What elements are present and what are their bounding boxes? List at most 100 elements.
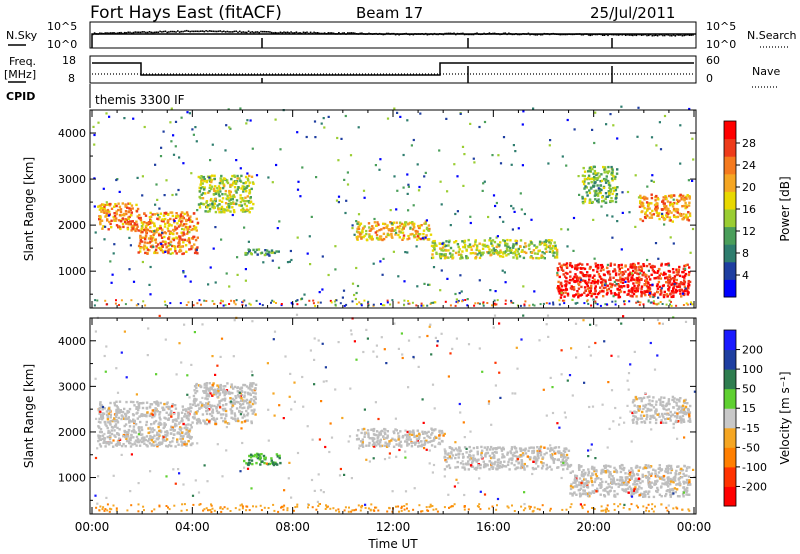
power-cell <box>504 299 507 302</box>
velocity-cell <box>214 388 217 391</box>
power-cell <box>581 195 584 199</box>
power-cell <box>591 200 594 204</box>
power-cell <box>170 211 174 214</box>
power-cell <box>373 221 377 224</box>
power-cell <box>666 215 669 219</box>
velocity-cell <box>361 440 364 444</box>
velocity-cell <box>152 422 156 425</box>
velocity-cell <box>546 447 550 450</box>
noise-sample <box>162 30 165 33</box>
power-cell <box>478 125 481 129</box>
velocity-cell <box>109 435 112 439</box>
power-cell <box>648 216 651 219</box>
power-cell <box>548 144 551 147</box>
noise-sample <box>343 32 345 34</box>
velocity-cell <box>430 439 433 443</box>
power-cell <box>377 223 380 226</box>
power-cell <box>438 149 441 152</box>
power-cell <box>592 269 595 272</box>
power-cell <box>151 213 154 216</box>
power-cell <box>686 194 689 197</box>
power-cell <box>660 287 663 290</box>
velocity-cell <box>107 421 110 424</box>
velocity-cell <box>106 441 110 444</box>
power-cell <box>617 279 620 282</box>
power-cell <box>374 231 377 234</box>
power-cell <box>228 200 231 203</box>
velocity-cell <box>406 430 409 434</box>
power-cell <box>249 200 253 204</box>
power-cell <box>587 170 590 173</box>
power-cell <box>410 144 413 147</box>
power-cell <box>583 187 586 190</box>
velocity-cell <box>206 409 210 412</box>
power-cell <box>220 299 223 302</box>
power-cell <box>476 244 479 247</box>
power-cell <box>210 187 213 191</box>
velocity-cell <box>550 447 553 450</box>
velocity-cell <box>546 466 549 469</box>
noise-sample <box>134 31 137 33</box>
power-cell <box>592 298 595 301</box>
power-cell <box>640 295 643 298</box>
power-cell <box>603 168 606 171</box>
power-cell <box>522 256 526 260</box>
power-cell <box>535 245 539 249</box>
velocity-cell <box>243 395 246 399</box>
velocity-cell <box>115 410 118 414</box>
velocity-cell <box>133 442 137 446</box>
power-cell <box>581 279 585 282</box>
power-cell <box>469 215 472 218</box>
noise-sample <box>161 31 163 33</box>
power-cell <box>565 265 568 268</box>
velocity-cell <box>192 394 196 398</box>
power-cell <box>244 186 248 189</box>
power-cell <box>179 237 182 240</box>
power-cell <box>632 266 636 269</box>
velocity-cell <box>566 467 569 471</box>
power-cell <box>136 207 140 211</box>
power-cell <box>574 267 577 270</box>
velocity-cell <box>140 428 144 432</box>
velocity-cell <box>542 462 545 465</box>
velocity-cell <box>221 404 225 407</box>
velocity-cell <box>136 417 139 420</box>
velocity-cell <box>110 441 113 445</box>
power-cell <box>659 301 662 303</box>
power-cell <box>163 235 166 239</box>
power-cell <box>255 299 258 302</box>
velocity-cell <box>128 437 131 440</box>
noise-sample <box>655 34 657 36</box>
power-cell <box>144 238 147 241</box>
power-cell <box>637 196 641 199</box>
power-cell <box>655 194 658 198</box>
power-cell <box>385 235 388 239</box>
velocity-cell <box>101 416 105 420</box>
velocity-cell <box>195 418 199 421</box>
velocity-cell <box>593 469 596 473</box>
freq-tick-bottom: 8 <box>68 72 75 85</box>
power-cell <box>243 226 246 229</box>
velocity-cell <box>519 466 522 470</box>
power-cell <box>451 253 454 256</box>
power-cell <box>220 205 224 209</box>
power-cell <box>663 290 666 294</box>
power-cell <box>229 202 233 206</box>
power-cell <box>138 213 141 217</box>
velocity-cell <box>383 444 386 447</box>
velocity-cell <box>211 410 214 413</box>
velocity-cell <box>515 459 518 463</box>
power-cell <box>263 253 267 257</box>
power-cell <box>150 239 154 243</box>
velocity-cell <box>123 407 126 411</box>
power-cell <box>115 204 118 208</box>
power-cell <box>627 293 630 296</box>
power-cell <box>630 266 634 269</box>
power-cell <box>157 214 160 217</box>
power-cell <box>672 295 675 298</box>
power-cell <box>591 128 594 131</box>
power-cell <box>464 299 467 301</box>
power-cell <box>603 166 607 169</box>
power-cell <box>624 277 627 280</box>
velocity-cell <box>493 462 496 465</box>
